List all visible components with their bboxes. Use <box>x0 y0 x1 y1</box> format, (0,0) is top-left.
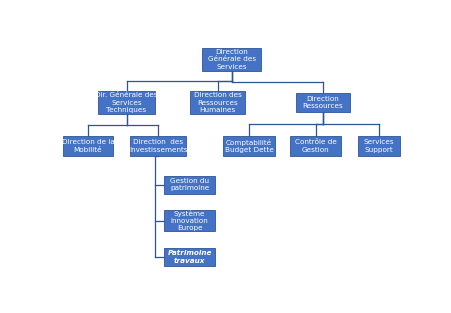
FancyBboxPatch shape <box>97 91 155 114</box>
Text: Système
innovation
Europe: Système innovation Europe <box>170 210 208 232</box>
FancyBboxPatch shape <box>357 136 399 156</box>
Text: Services
Support: Services Support <box>363 139 393 153</box>
FancyBboxPatch shape <box>190 91 244 114</box>
FancyBboxPatch shape <box>295 93 349 112</box>
Text: Direction de la
Mobilité: Direction de la Mobilité <box>61 139 114 153</box>
FancyBboxPatch shape <box>130 136 186 156</box>
FancyBboxPatch shape <box>202 48 261 71</box>
FancyBboxPatch shape <box>164 210 215 231</box>
FancyBboxPatch shape <box>164 176 215 194</box>
Text: Comptabilité
Budget Dette: Comptabilité Budget Dette <box>224 139 273 153</box>
FancyBboxPatch shape <box>164 248 215 266</box>
Text: Direction
Ressources: Direction Ressources <box>302 96 342 109</box>
FancyBboxPatch shape <box>290 136 341 156</box>
Text: Direction des
Ressources
Humaines: Direction des Ressources Humaines <box>193 92 241 113</box>
Text: Gestion du
patrimoine: Gestion du patrimoine <box>170 178 209 191</box>
FancyBboxPatch shape <box>63 136 113 156</box>
FancyBboxPatch shape <box>222 136 275 156</box>
Text: Dir. Générale des
Services
Techniques: Dir. Générale des Services Techniques <box>95 92 157 113</box>
Text: Direction  des
Investissements: Direction des Investissements <box>129 139 187 153</box>
Text: Patrimoine
travaux: Patrimoine travaux <box>167 250 212 264</box>
Text: Contrôle de
Gestion: Contrôle de Gestion <box>294 139 336 153</box>
Text: Direction
Générale des
Services: Direction Générale des Services <box>207 49 255 69</box>
